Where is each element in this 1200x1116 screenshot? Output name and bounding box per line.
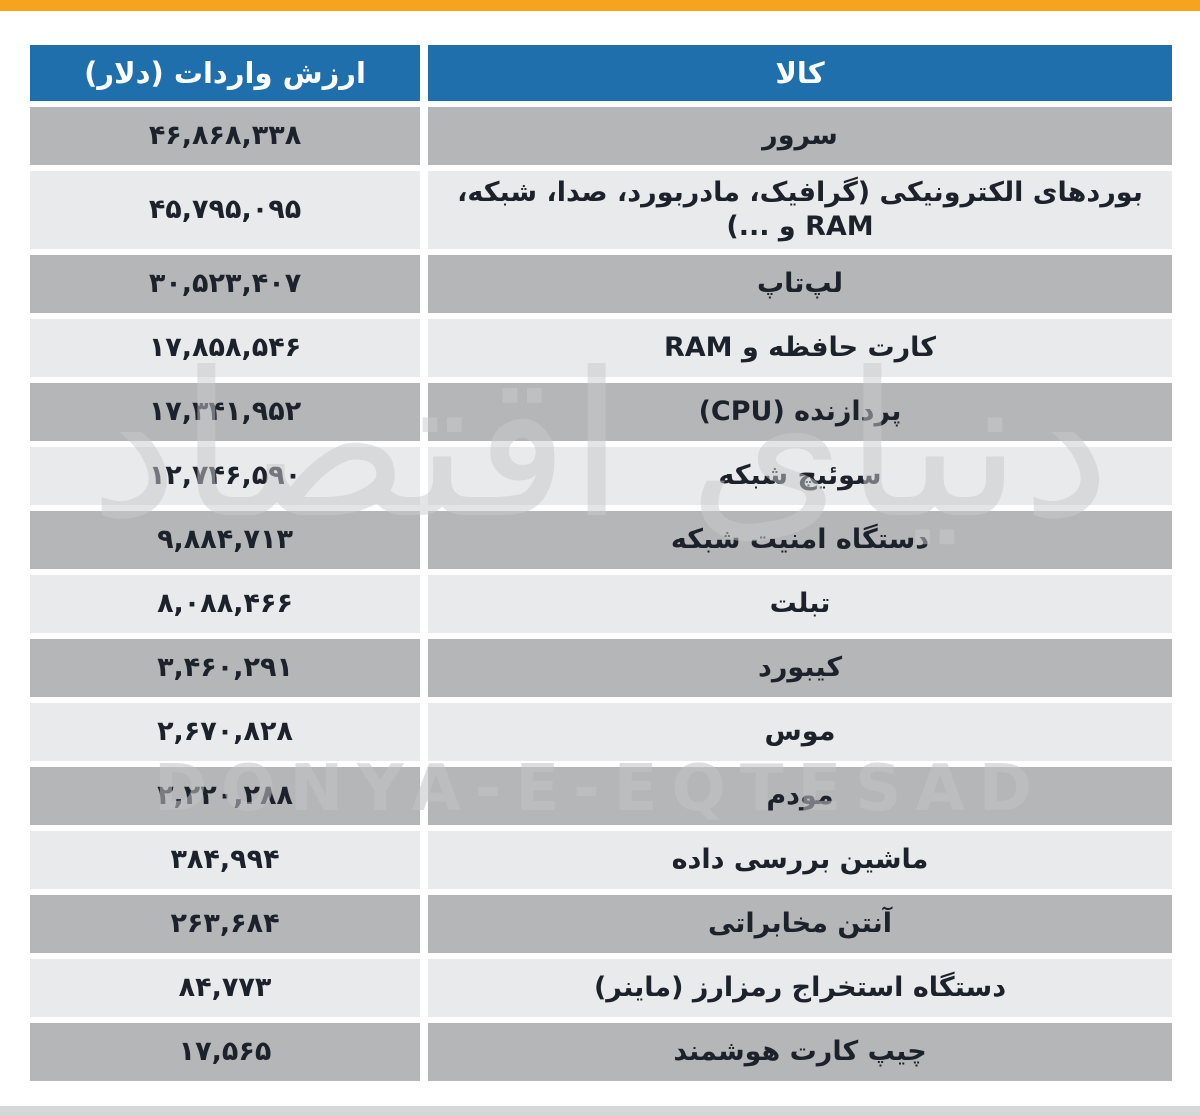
table-row: تبلت ۸,۰۸۸,۴۶۶ (30, 575, 1172, 633)
item-cell: چیپ کارت هوشمند (428, 1023, 1172, 1081)
value-cell: ۱۷,۳۴۱,۹۵۲ (30, 383, 420, 441)
item-cell: سرور (428, 107, 1172, 165)
table-row: لپ‌تاپ ۳۰,۵۲۳,۴۰۷ (30, 255, 1172, 313)
table-row: بوردهای الکترونیکی (گرافیک، مادربورد، صد… (30, 171, 1172, 249)
item-cell: لپ‌تاپ (428, 255, 1172, 313)
item-cell: کیبورد (428, 639, 1172, 697)
table-row: سرور ۴۶,۸۶۸,۳۳۸ (30, 107, 1172, 165)
value-cell: ۳,۴۶۰,۲۹۱ (30, 639, 420, 697)
value-cell: ۴۵,۷۹۵,۰۹۵ (30, 171, 420, 249)
table-row: دستگاه امنیت شبکه ۹,۸۸۴,۷۱۳ (30, 511, 1172, 569)
value-cell: ۱۷,۸۵۸,۵۴۶ (30, 319, 420, 377)
item-cell: موس (428, 703, 1172, 761)
value-cell: ۴۶,۸۶۸,۳۳۸ (30, 107, 420, 165)
imports-table: کالا ارزش واردات (دلار) سرور ۴۶,۸۶۸,۳۳۸ … (30, 45, 1172, 1087)
item-cell: آنتن مخابراتی (428, 895, 1172, 953)
item-cell: ماشین بررسی داده (428, 831, 1172, 889)
item-cell: سوئیچ شبکه (428, 447, 1172, 505)
value-cell: ۳۰,۵۲۳,۴۰۷ (30, 255, 420, 313)
table-row: ماشین بررسی داده ۳۸۴,۹۹۴ (30, 831, 1172, 889)
item-cell: دستگاه امنیت شبکه (428, 511, 1172, 569)
table-header-row: کالا ارزش واردات (دلار) (30, 45, 1172, 101)
value-cell: ۱۷,۵۶۵ (30, 1023, 420, 1081)
table-row: کیبورد ۳,۴۶۰,۲۹۱ (30, 639, 1172, 697)
table-row: چیپ کارت هوشمند ۱۷,۵۶۵ (30, 1023, 1172, 1081)
value-cell: ۸۴,۷۷۳ (30, 959, 420, 1017)
item-cell: کارت حافظه و RAM (428, 319, 1172, 377)
value-cell: ۸,۰۸۸,۴۶۶ (30, 575, 420, 633)
top-accent-bar (0, 0, 1200, 11)
value-cell: ۹,۸۸۴,۷۱۳ (30, 511, 420, 569)
value-cell: ۲,۲۲۰,۲۸۸ (30, 767, 420, 825)
table-row: پردازنده (CPU) ۱۷,۳۴۱,۹۵۲ (30, 383, 1172, 441)
item-cell: بوردهای الکترونیکی (گرافیک، مادربورد، صد… (428, 171, 1172, 249)
table-row: کارت حافظه و RAM ۱۷,۸۵۸,۵۴۶ (30, 319, 1172, 377)
item-cell: پردازنده (CPU) (428, 383, 1172, 441)
header-item-cell: کالا (428, 45, 1172, 101)
table-row: دستگاه استخراج رمزارز (ماینر) ۸۴,۷۷۳ (30, 959, 1172, 1017)
item-cell: مودم (428, 767, 1172, 825)
table-row: موس ۲,۶۷۰,۸۲۸ (30, 703, 1172, 761)
header-value-cell: ارزش واردات (دلار) (30, 45, 420, 101)
item-cell: تبلت (428, 575, 1172, 633)
table-row: آنتن مخابراتی ۲۶۳,۶۸۴ (30, 895, 1172, 953)
table-row: مودم ۲,۲۲۰,۲۸۸ (30, 767, 1172, 825)
value-cell: ۳۸۴,۹۹۴ (30, 831, 420, 889)
value-cell: ۲۶۳,۶۸۴ (30, 895, 420, 953)
value-cell: ۲,۶۷۰,۸۲۸ (30, 703, 420, 761)
value-cell: ۱۲,۷۴۶,۵۹۰ (30, 447, 420, 505)
table-row: سوئیچ شبکه ۱۲,۷۴۶,۵۹۰ (30, 447, 1172, 505)
item-cell: دستگاه استخراج رمزارز (ماینر) (428, 959, 1172, 1017)
bottom-divider (0, 1106, 1200, 1116)
